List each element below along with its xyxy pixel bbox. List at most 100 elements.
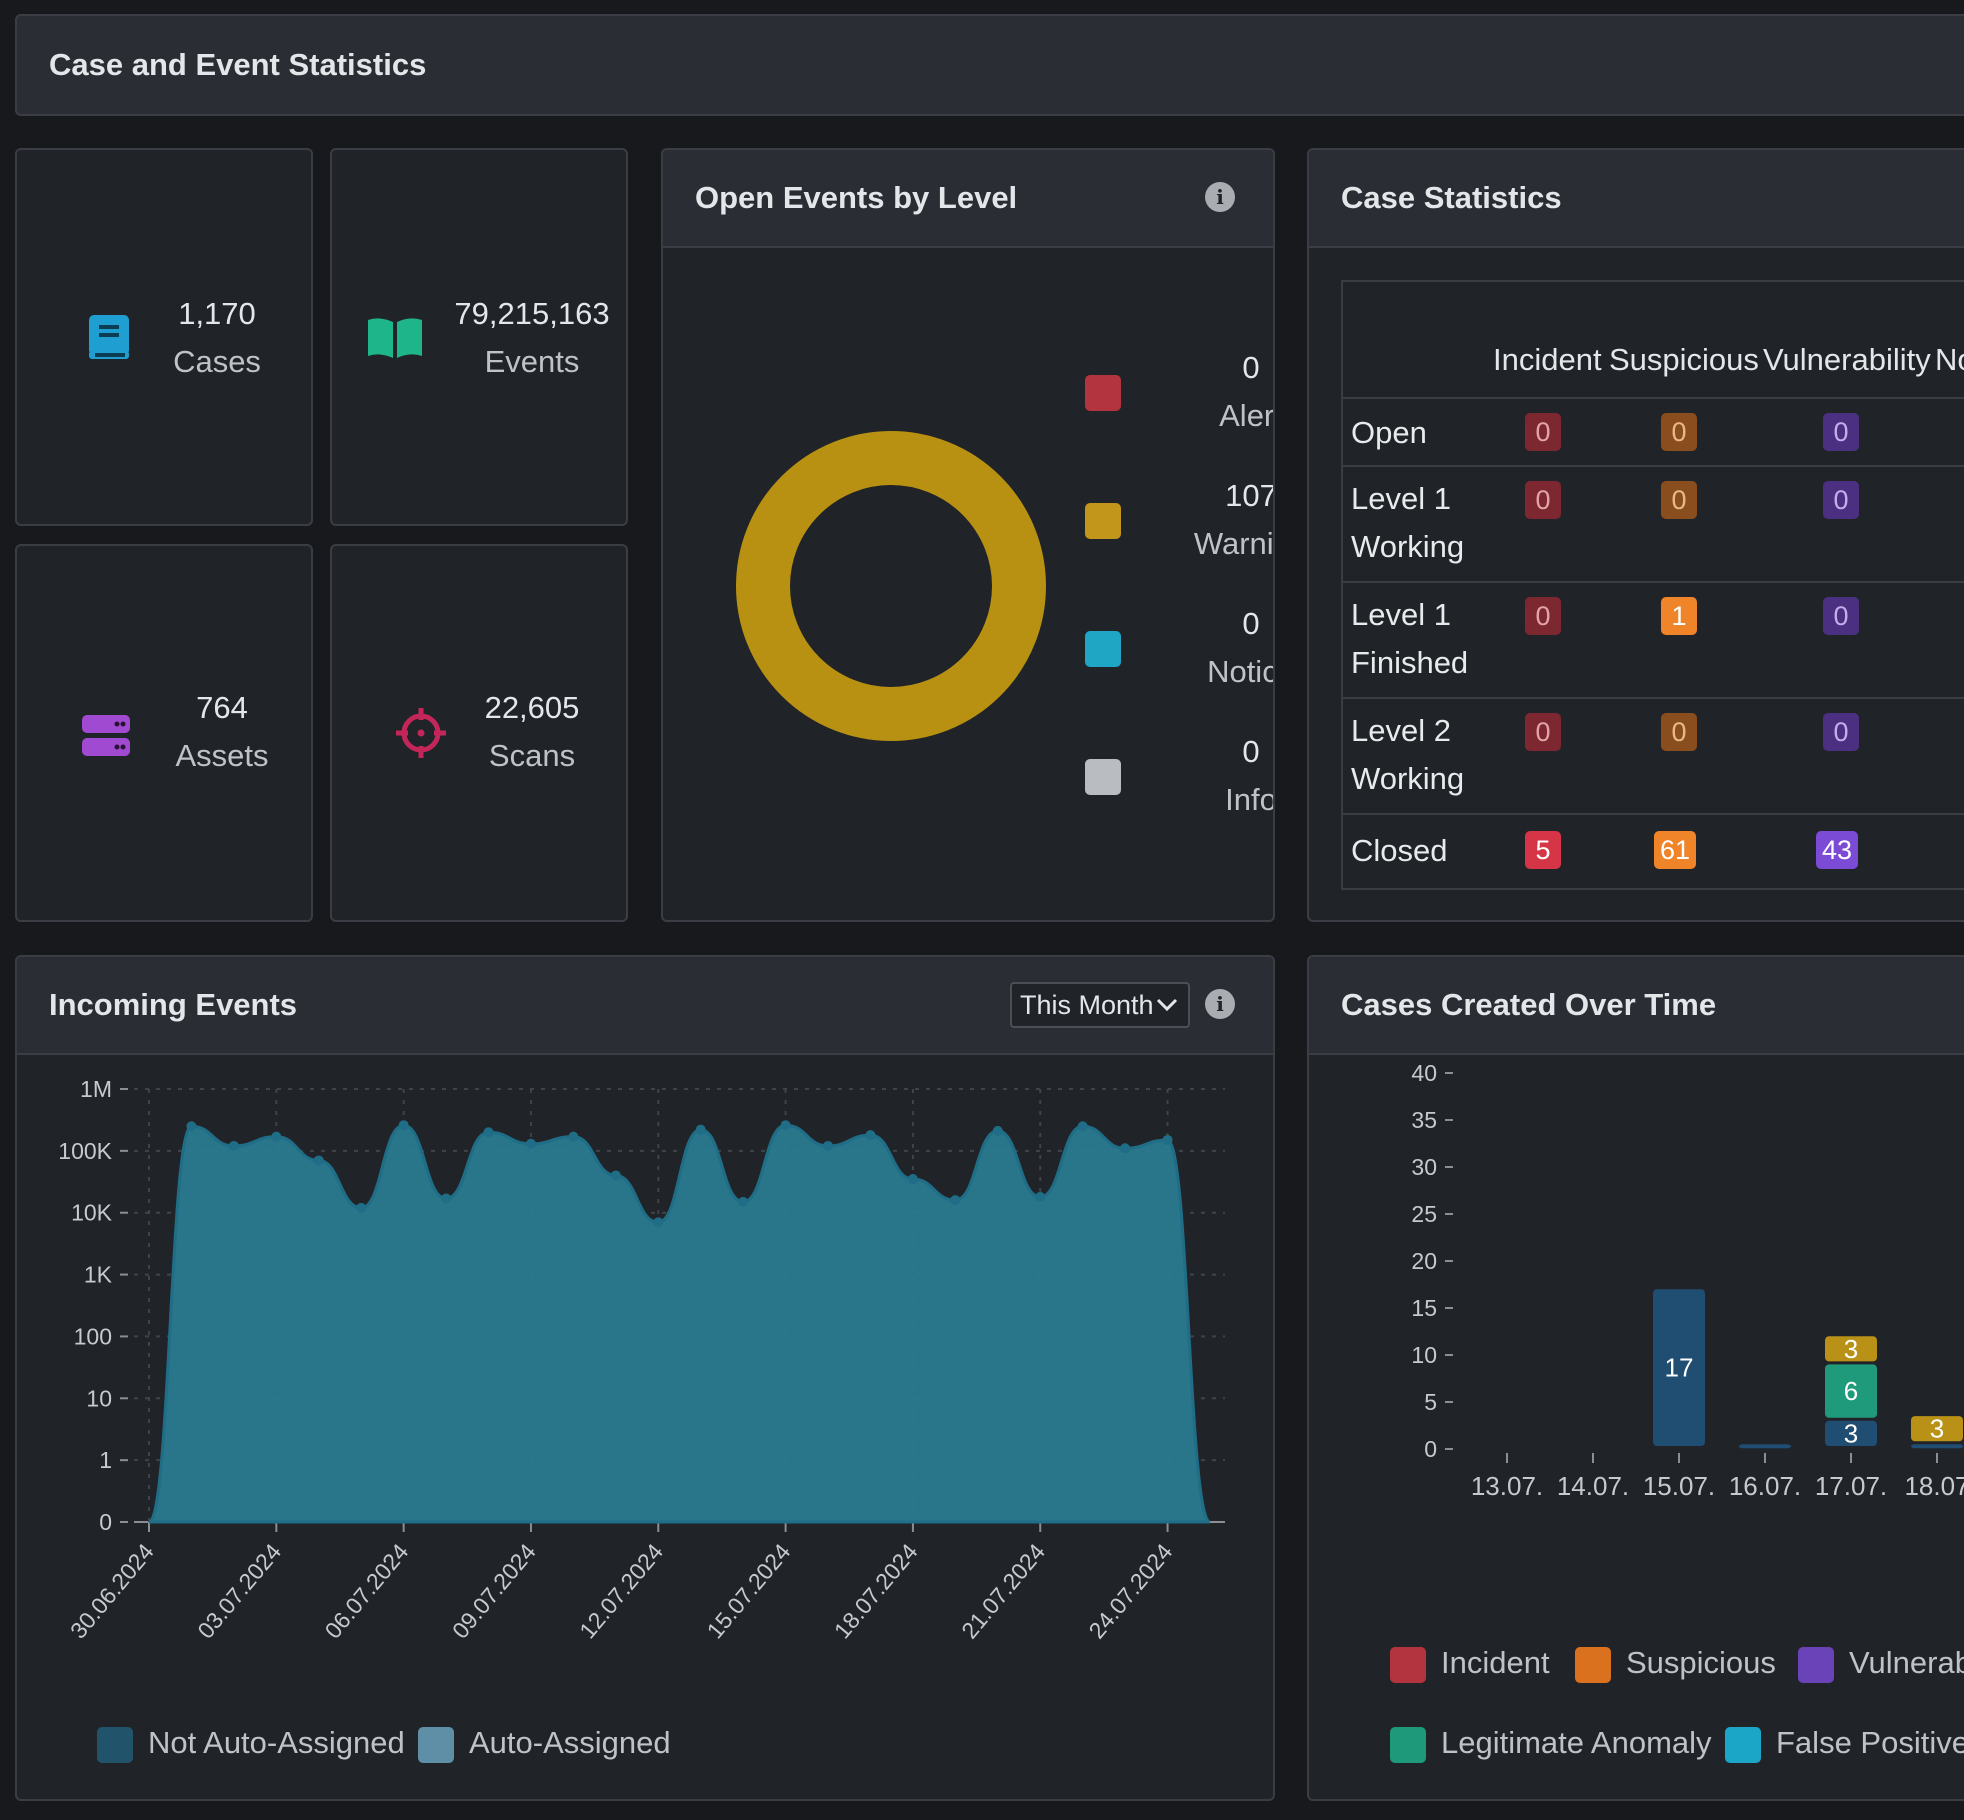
info-icon[interactable]: i [1205,182,1235,212]
y-tick-label: 35 [1411,1107,1437,1133]
y-tick-label: 10 [86,1385,112,1411]
data-point [313,1155,324,1166]
table-row-level1-finished: Level 1 Finished 0 1 0 [1343,581,1964,699]
legend-label-incident[interactable]: Incident [1441,1645,1550,1680]
badge-suspicious-open[interactable]: 0 [1661,413,1697,451]
data-point [992,1125,1003,1136]
data-point [441,1193,452,1204]
badge-suspicious-closed[interactable]: 61 [1654,831,1697,869]
row-label: Level 1 Working [1351,481,1465,564]
badge-incident-level1-finished[interactable]: 0 [1525,597,1561,635]
x-tick-label: 09.07.2024 [447,1538,541,1643]
y-tick-label: 20 [1411,1248,1437,1274]
data-point [186,1121,197,1132]
legend-label-false-positive[interactable]: False Positive [1776,1725,1964,1760]
y-tick-label: 40 [1411,1060,1437,1086]
legend-swatch-info [1085,759,1121,795]
row-label: Closed [1351,833,1448,868]
cases-over-time-panel: Cases Created Over Time 0 5 10 15 20 25 30 35 40… [1307,955,1964,1801]
data-point [483,1127,494,1138]
open-events-header: Open Events by Level i [663,150,1273,248]
legend-label-warning: Warning [1193,526,1274,561]
legend-count-notice: 0 [1242,606,1260,641]
legend-swatch-warning [1085,503,1121,539]
legend-label-auto-assigned[interactable]: Auto-Assigned [469,1725,671,1760]
data-label: 3 [1844,1334,1858,1364]
info-icon[interactable]: i [1205,989,1235,1019]
legend-label-vulnerability[interactable]: Vulnerabi [1849,1645,1964,1680]
badge-suspicious-level1-finished[interactable]: 1 [1661,597,1697,635]
x-tick-label: 18.07 [1904,1471,1964,1501]
scans-tile[interactable]: 22,605 Scans [330,544,628,922]
legend-label-info: Info [1225,782,1275,817]
cases-count: 1,170 [178,296,256,331]
legend-count-warning: 107 [1225,478,1275,513]
data-point [398,1120,409,1131]
x-tick-label: 13.07. [1471,1471,1543,1501]
y-tick-label: 100 [74,1323,112,1349]
badge-vulnerability-level1-finished[interactable]: 0 [1823,597,1859,635]
column-header-suspicious: Suspicious [1609,342,1759,377]
book-icon [89,315,129,359]
column-header-incident: Incident [1493,342,1602,377]
table-row-level1-working: Level 1 Working 0 0 0 [1343,465,1964,583]
assets-label: Assets [175,738,269,773]
legend-label-legitimate-anomaly[interactable]: Legitimate Anomaly [1441,1725,1712,1760]
incoming-events-panel: Incoming Events This Month i 0 1 10 100 1K 10… [15,955,1275,1801]
server-icon [82,715,130,756]
x-tick-label: 18.07.2024 [829,1538,923,1643]
x-tick-label: 16.07. [1729,1471,1801,1501]
y-tick-label: 10 [1411,1342,1437,1368]
x-tick-label: 15.07. [1643,1471,1715,1501]
row-label: Open [1351,415,1427,450]
legend-label-suspicious[interactable]: Suspicious [1626,1645,1776,1680]
case-statistics-panel: Case Statistics Incident Suspicious Vuln… [1307,148,1964,922]
row-label: Level 1 Finished [1351,597,1469,680]
x-tick-label: 14.07. [1557,1471,1629,1501]
x-tick-label: 03.07.2024 [192,1538,286,1643]
donut-segment-warning [736,431,1046,741]
data-point [1162,1134,1173,1145]
y-tick-label: 5 [1424,1389,1437,1415]
legend-count-alert: 0 [1242,350,1260,385]
legend-swatch-suspicious [1575,1647,1611,1683]
period-select-value: This Month [1020,990,1154,1020]
scans-label: Scans [488,738,576,773]
data-label: 3 [1930,1414,1944,1444]
cases-over-time-chart: 0 5 10 15 20 25 30 35 40 13.07. 14.07. 15.07. 17 16.0… [1411,1060,1964,1501]
events-tile[interactable]: 79,215,163 Events [330,148,628,526]
legend-count-info: 0 [1242,734,1260,769]
bar-segment [1911,1416,1963,1442]
badge-suspicious-level1-working[interactable]: 0 [1661,481,1697,519]
legend-label-not-auto-assigned[interactable]: Not Auto-Assigned [148,1725,405,1760]
badge-incident-closed[interactable]: 5 [1525,831,1561,869]
badge-incident-open[interactable]: 0 [1525,413,1561,451]
open-events-panel: Open Events by Level i 0 Alert 107 Warni… [661,148,1275,922]
badge-vulnerability-closed[interactable]: 43 [1816,831,1859,869]
events-label: Events [484,344,580,379]
badge-vulnerability-open[interactable]: 0 [1823,413,1859,451]
badge-vulnerability-level1-working[interactable]: 0 [1823,481,1859,519]
badge-vulnerability-level2-working[interactable]: 0 [1823,713,1859,751]
bar-segment [1825,1336,1877,1362]
badge-incident-level1-working[interactable]: 0 [1525,481,1561,519]
x-tick-label: 30.06.2024 [65,1538,159,1643]
table-row-closed: Closed 5 61 43 [1343,813,1964,892]
open-book-icon [368,318,422,358]
period-select[interactable]: This Month [1010,982,1190,1028]
y-tick-label: 1K [84,1262,113,1288]
assets-tile[interactable]: 764 Assets [15,544,313,922]
data-point [865,1130,876,1141]
data-label: 17 [1665,1353,1694,1383]
y-tick-label: 0 [1424,1436,1437,1462]
badge-incident-level2-working[interactable]: 0 [1525,713,1561,751]
legend-swatch-incident [1390,1647,1426,1683]
cases-tile[interactable]: 1,170 Cases [15,148,313,526]
data-label: 3 [1844,1418,1858,1448]
badge-suspicious-level2-working[interactable]: 0 [1661,713,1697,751]
section-title: Case and Event Statistics [49,47,427,82]
legend-label-notice: Notice [1207,654,1273,689]
data-point [653,1217,664,1228]
legend-swatch-legitimate-anomaly [1390,1727,1426,1763]
case-statistics-table: Incident Suspicious Vulnerability No Ope… [1341,280,1964,890]
